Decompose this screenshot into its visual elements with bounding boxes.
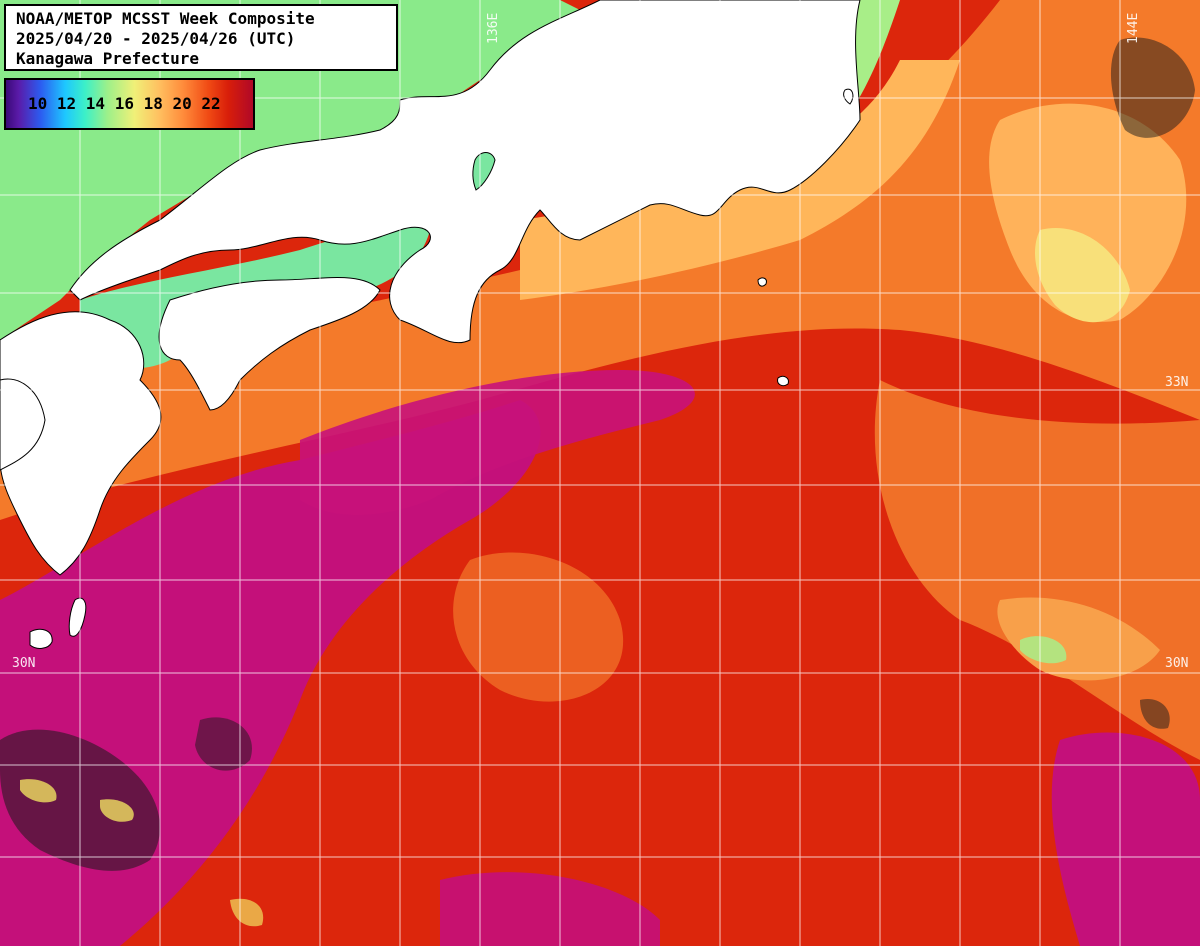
legend-tick-labels: 10 12 14 16 18 20 22 [28, 94, 221, 113]
land-shikoku [158, 277, 381, 411]
lon-label-136e: 136E [486, 13, 501, 44]
sst-zone-magenta-southeast [1051, 732, 1200, 946]
lon-label-144e: 144E [1126, 13, 1141, 44]
land-island-yakushima [29, 628, 53, 649]
title-region: Kanagawa Prefecture [16, 49, 200, 68]
title-box: NOAA/METOP MCSST Week Composite 2025/04/… [4, 4, 398, 71]
sst-zone-orange-mid [453, 552, 624, 702]
land-awaji [472, 152, 496, 191]
land-honshu [69, 0, 861, 344]
lat-label-30n-left: 30N [12, 656, 35, 671]
title-product: NOAA/METOP MCSST Week Composite [16, 9, 315, 28]
sst-zone-magenta-band [300, 370, 695, 515]
sst-zone-light-east-2 [1035, 228, 1130, 323]
land-island-tanegashima [68, 597, 87, 637]
land-kyushu-south [0, 378, 46, 471]
sst-zone-magenta-south [440, 872, 660, 946]
color-scale-legend: 10 12 14 16 18 20 22 [4, 78, 255, 130]
lat-label-33n-right: 33N [1165, 375, 1188, 390]
title-date-range: 2025/04/20 - 2025/04/26 (UTC) [16, 29, 296, 48]
lat-label-30n-right: 30N [1165, 656, 1188, 671]
land-izu-islands [757, 88, 854, 387]
